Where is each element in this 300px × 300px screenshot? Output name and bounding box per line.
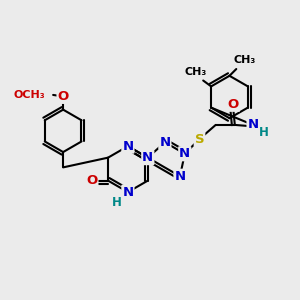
Text: OCH₃: OCH₃ bbox=[13, 90, 45, 100]
Text: CH₃: CH₃ bbox=[233, 55, 255, 65]
Text: N: N bbox=[248, 118, 259, 131]
Text: S: S bbox=[195, 133, 204, 146]
Text: O: O bbox=[58, 90, 69, 103]
Text: N: N bbox=[122, 186, 134, 199]
Text: N: N bbox=[179, 147, 190, 160]
Text: CH₃: CH₃ bbox=[185, 67, 207, 77]
Text: O: O bbox=[228, 98, 239, 111]
Text: N: N bbox=[142, 151, 153, 164]
Text: N: N bbox=[174, 170, 186, 183]
Text: H: H bbox=[259, 126, 269, 139]
Text: N: N bbox=[159, 136, 170, 149]
Text: O: O bbox=[86, 174, 98, 187]
Text: N: N bbox=[122, 140, 134, 153]
Text: H: H bbox=[112, 196, 122, 209]
